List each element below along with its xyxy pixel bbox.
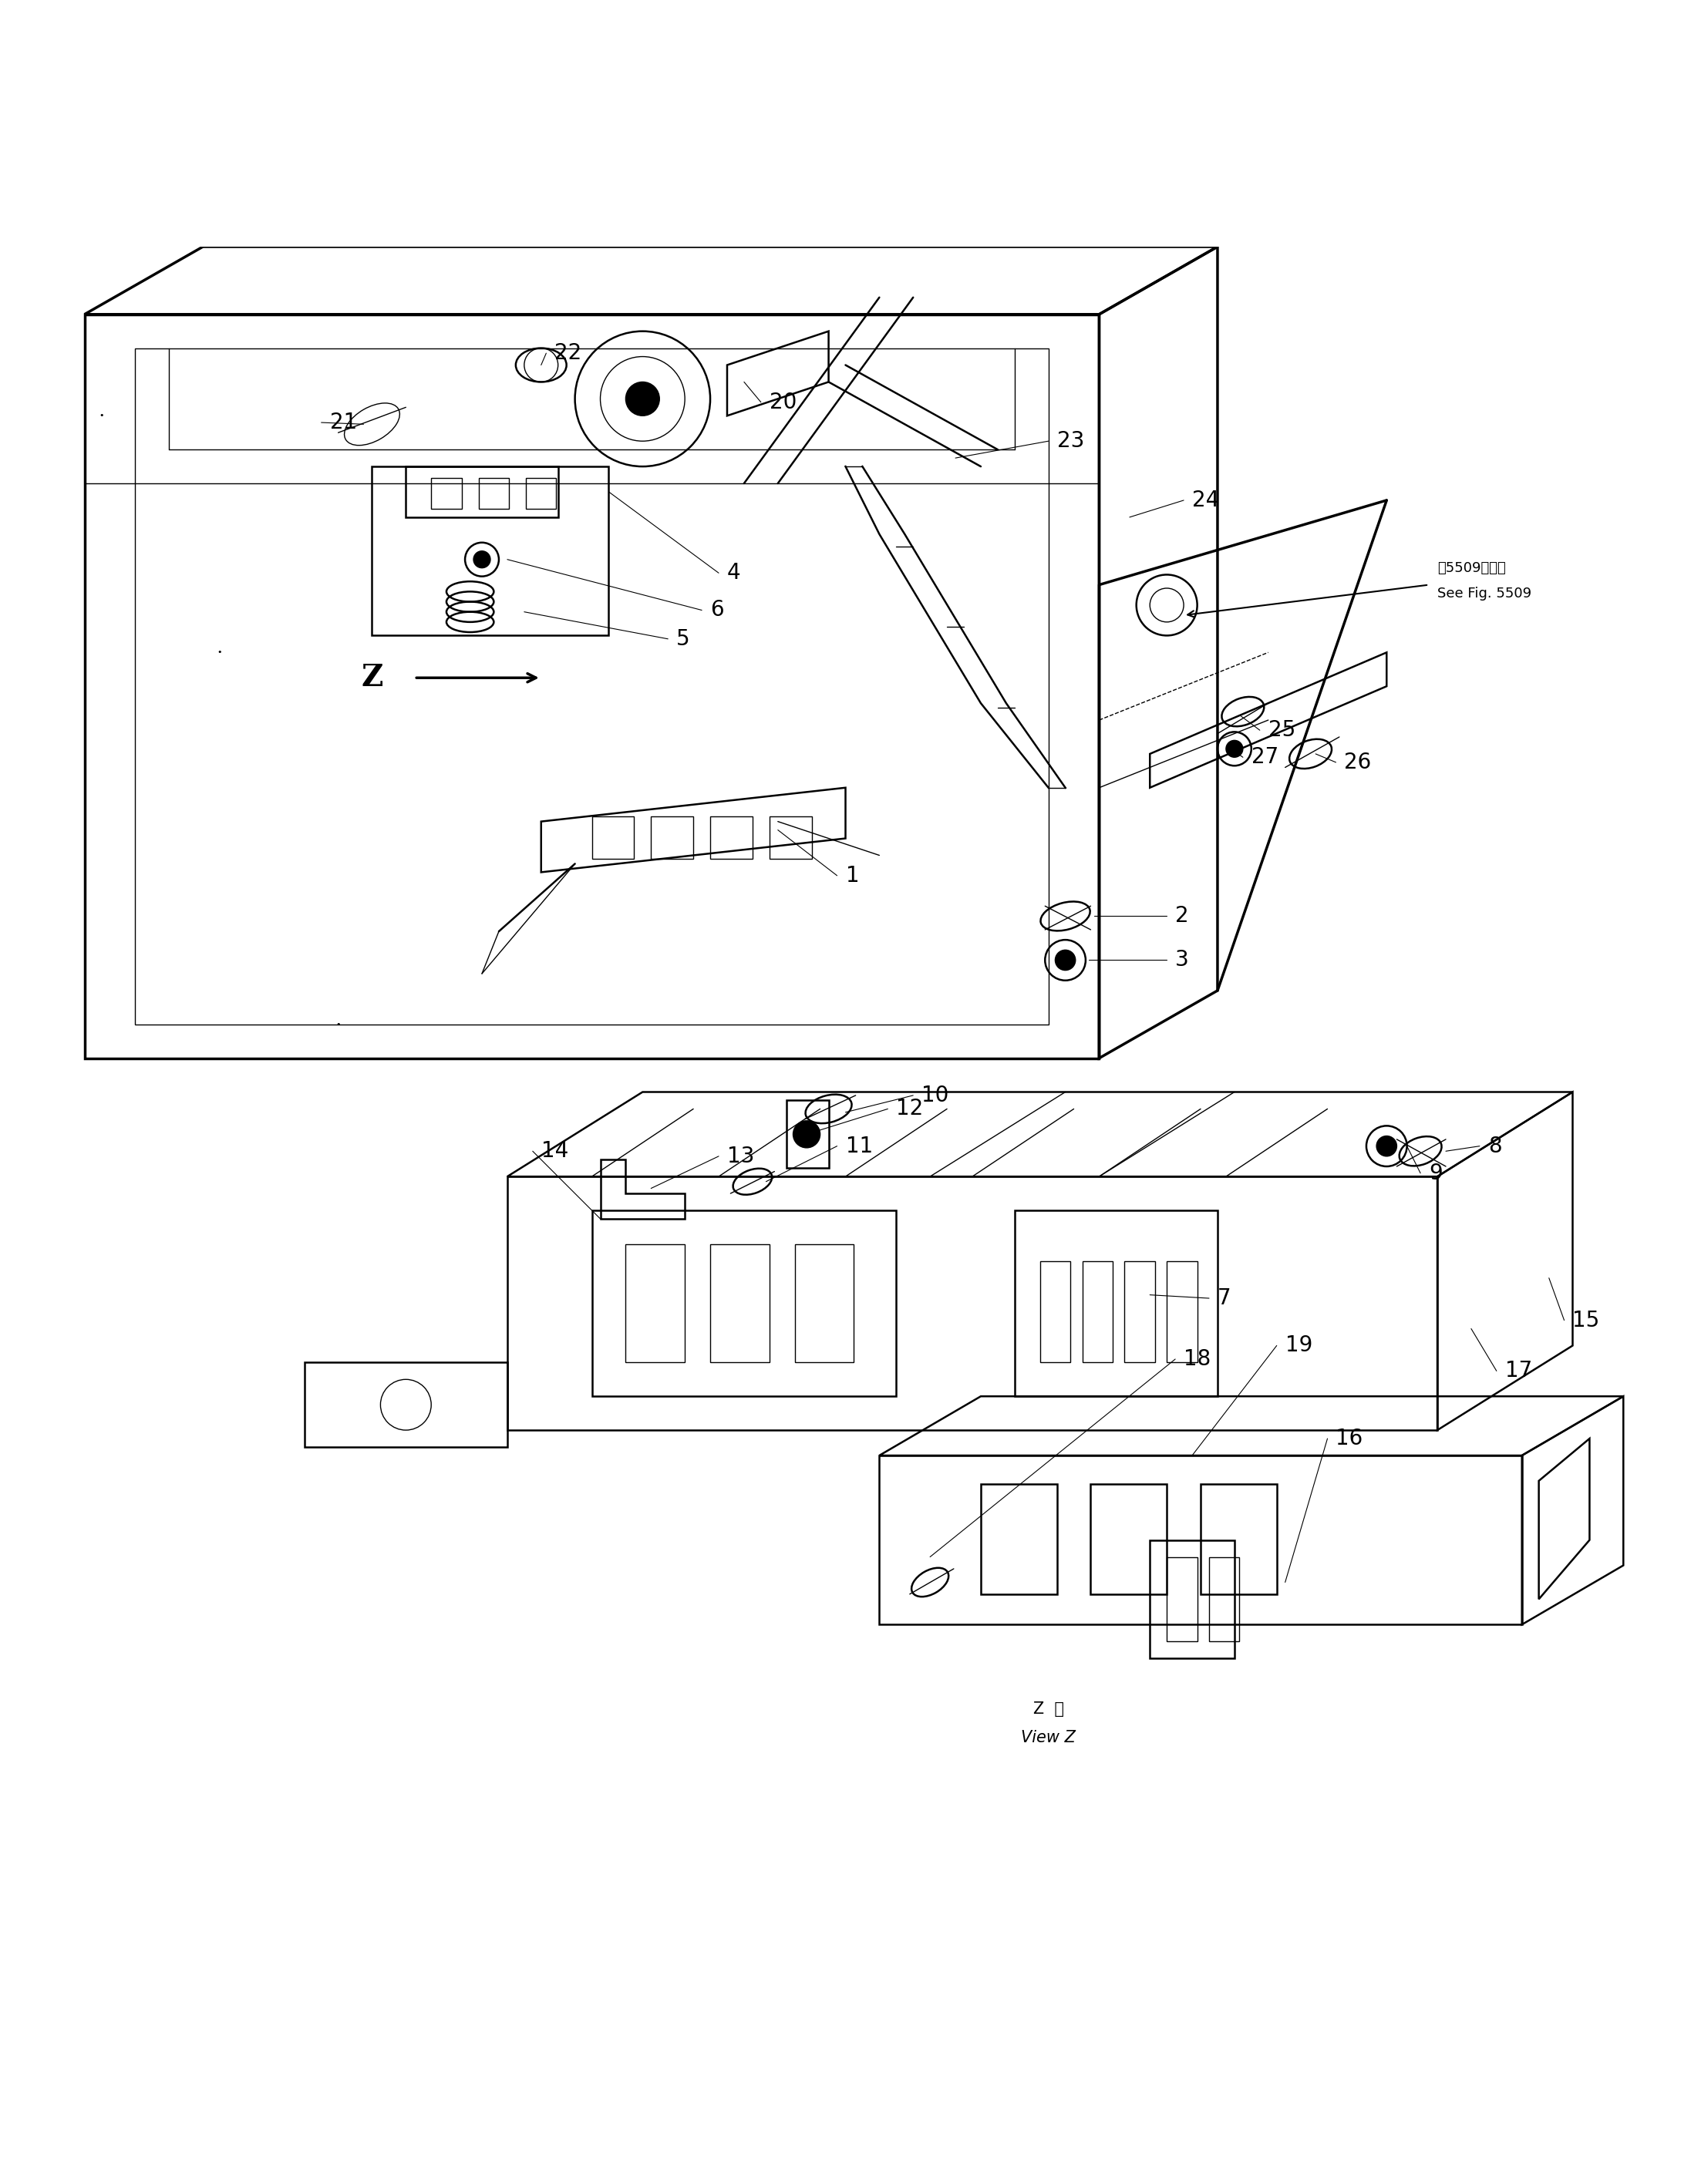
Bar <box>879 1455 1522 1625</box>
Bar <box>795 1245 854 1363</box>
Bar <box>507 1177 1437 1431</box>
Text: 10: 10 <box>922 1085 949 1105</box>
Text: 4: 4 <box>727 561 741 583</box>
Text: 21: 21 <box>330 413 357 432</box>
Bar <box>786 1101 829 1168</box>
Bar <box>1201 1485 1277 1594</box>
Text: 6: 6 <box>710 598 724 620</box>
Bar <box>431 478 462 509</box>
Bar <box>651 817 693 858</box>
Text: 2: 2 <box>1175 906 1189 926</box>
Bar <box>1125 1260 1155 1363</box>
Circle shape <box>1055 950 1075 970</box>
Bar <box>526 478 556 509</box>
Bar <box>1167 1557 1197 1642</box>
Text: 22: 22 <box>555 343 582 365</box>
Bar <box>626 1245 685 1363</box>
Text: 9: 9 <box>1429 1162 1442 1184</box>
Bar <box>1209 1557 1240 1642</box>
Text: 16: 16 <box>1336 1428 1363 1450</box>
Text: •: • <box>337 1020 340 1029</box>
Bar <box>769 817 812 858</box>
Bar <box>1150 1540 1234 1658</box>
Bar <box>710 817 752 858</box>
Bar <box>592 1210 896 1396</box>
Text: 23: 23 <box>1057 430 1084 452</box>
Bar <box>1167 1260 1197 1363</box>
Text: 24: 24 <box>1192 489 1219 511</box>
Text: 17: 17 <box>1505 1361 1532 1382</box>
Text: 5: 5 <box>676 629 690 649</box>
Text: 1: 1 <box>846 865 859 887</box>
Circle shape <box>1226 740 1243 758</box>
Text: 13: 13 <box>727 1144 754 1166</box>
Circle shape <box>626 382 659 415</box>
Text: 19: 19 <box>1285 1334 1312 1356</box>
Bar <box>710 1245 769 1363</box>
Text: View Z: View Z <box>1021 1730 1075 1745</box>
Bar <box>1091 1485 1167 1594</box>
Circle shape <box>1376 1136 1397 1155</box>
Bar <box>372 467 609 636</box>
Text: 15: 15 <box>1573 1310 1600 1330</box>
Text: 27: 27 <box>1251 747 1278 769</box>
Text: •: • <box>100 413 103 419</box>
Circle shape <box>793 1120 820 1149</box>
Text: 第5509図参照: 第5509図参照 <box>1437 561 1505 574</box>
Bar <box>1040 1260 1070 1363</box>
Circle shape <box>473 550 490 568</box>
Bar <box>479 478 509 509</box>
Text: Z  視: Z 視 <box>1033 1701 1064 1717</box>
Bar <box>1015 1210 1218 1396</box>
Text: 7: 7 <box>1218 1286 1231 1308</box>
Bar <box>1082 1260 1113 1363</box>
Text: See Fig. 5509: See Fig. 5509 <box>1437 585 1532 601</box>
Text: 8: 8 <box>1488 1136 1502 1158</box>
Text: Z: Z <box>362 664 382 692</box>
Text: 18: 18 <box>1184 1348 1211 1369</box>
Text: 25: 25 <box>1268 719 1295 740</box>
Text: 20: 20 <box>769 391 796 413</box>
Text: 3: 3 <box>1175 950 1189 972</box>
Text: 11: 11 <box>846 1136 873 1158</box>
Text: 14: 14 <box>541 1140 568 1162</box>
Bar <box>592 817 634 858</box>
Bar <box>981 1485 1057 1594</box>
Text: 26: 26 <box>1344 751 1371 773</box>
Text: 12: 12 <box>896 1099 923 1120</box>
Text: •: • <box>218 649 222 657</box>
